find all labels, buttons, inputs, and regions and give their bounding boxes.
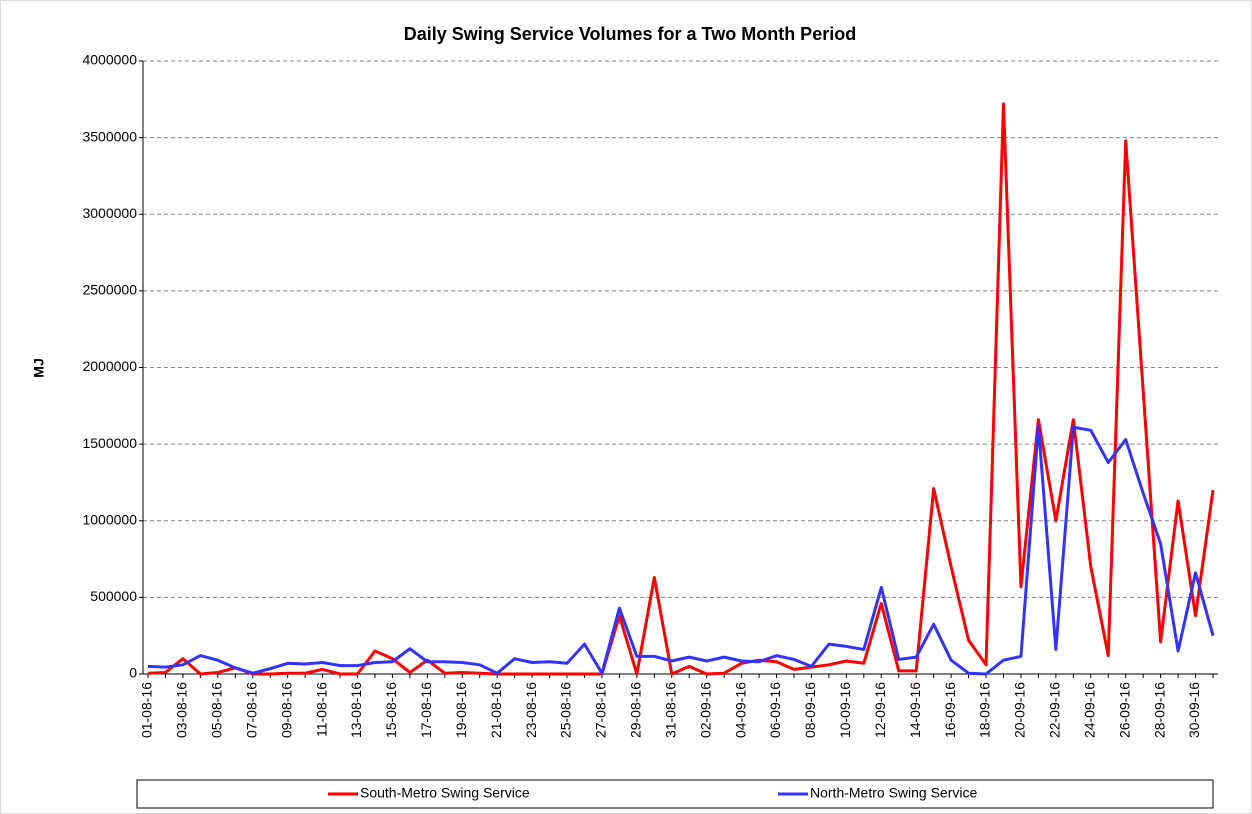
legend-label: North-Metro Swing Service <box>810 785 977 801</box>
y-tick-label: 500000 <box>90 588 137 604</box>
x-tick-label: 26-09-16 <box>1116 682 1132 738</box>
x-tick-label: 18-09-16 <box>977 682 993 738</box>
legend-box <box>136 779 1214 809</box>
x-tick-label: 29-08-16 <box>628 682 644 738</box>
x-tick-label: 05-08-16 <box>209 682 225 738</box>
x-tick-label: 07-08-16 <box>243 682 259 738</box>
x-tick-label: 09-08-16 <box>278 682 294 738</box>
x-tick-label: 22-09-16 <box>1047 682 1063 738</box>
y-tick-label: 3500000 <box>82 128 137 144</box>
x-tick-label: 04-09-16 <box>732 682 748 738</box>
x-tick-label: 12-09-16 <box>872 682 888 738</box>
x-tick-label: 10-09-16 <box>837 682 853 738</box>
x-tick-label: 13-08-16 <box>348 682 364 738</box>
x-tick-label: 11-08-16 <box>313 682 329 737</box>
x-tick-label: 31-08-16 <box>662 682 678 738</box>
legend-label: South-Metro Swing Service <box>360 785 530 801</box>
chart-title: Daily Swing Service Volumes for a Two Mo… <box>404 24 856 44</box>
x-tick-label: 15-08-16 <box>383 682 399 738</box>
y-tick-label: 2500000 <box>82 282 137 298</box>
y-tick-label: 4000000 <box>82 52 137 68</box>
x-tick-label: 03-08-16 <box>174 682 190 738</box>
x-tick-label: 16-09-16 <box>942 682 958 738</box>
x-tick-label: 25-08-16 <box>558 682 574 738</box>
x-tick-label: 06-09-16 <box>767 682 783 738</box>
y-tick-label: 2000000 <box>82 358 137 374</box>
x-tick-label: 23-08-16 <box>523 682 539 738</box>
x-tick-label: 20-09-16 <box>1012 682 1028 738</box>
y-tick-label: 0 <box>129 665 137 681</box>
x-tick-label: 19-08-16 <box>453 682 469 738</box>
x-tick-label: 30-09-16 <box>1186 682 1202 738</box>
x-tick-label: 24-09-16 <box>1081 682 1097 738</box>
y-tick-label: 1500000 <box>82 435 137 451</box>
x-tick-label: 21-08-16 <box>488 682 504 738</box>
x-tick-label: 17-08-16 <box>418 682 434 738</box>
y-axis-label: MJ <box>31 358 47 377</box>
x-tick-label: 27-08-16 <box>593 682 609 738</box>
x-tick-label: 28-09-16 <box>1151 682 1167 738</box>
x-tick-label: 14-09-16 <box>907 682 923 738</box>
x-tick-label: 02-09-16 <box>697 682 713 738</box>
y-tick-label: 3000000 <box>82 205 137 221</box>
x-tick-label: 08-09-16 <box>802 682 818 738</box>
y-tick-label: 1000000 <box>82 511 137 527</box>
series-line <box>147 424 1215 676</box>
x-tick-label: 01-08-16 <box>139 682 155 738</box>
